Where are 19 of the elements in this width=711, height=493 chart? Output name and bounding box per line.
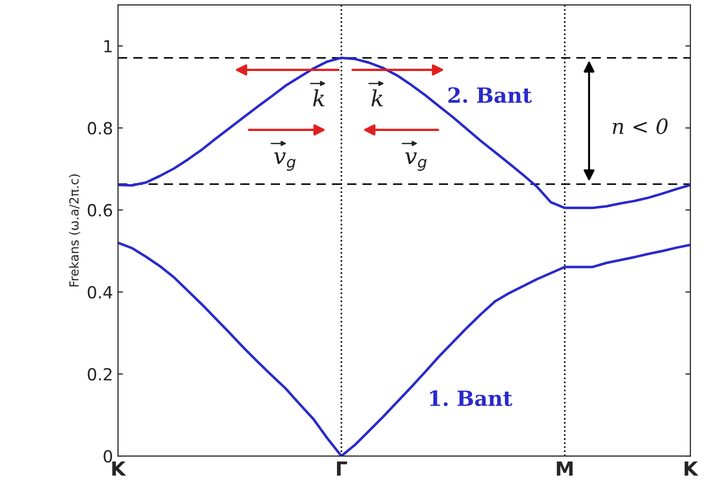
annotation: n < 0 xyxy=(612,118,668,134)
annotation: 2. Bant xyxy=(448,87,532,103)
annotation: k xyxy=(313,89,324,106)
x-tick-label: K xyxy=(112,461,126,476)
y-tick-label: 0.8 xyxy=(88,122,112,135)
x-tick-label: K xyxy=(684,461,699,476)
annotation: v$_{g}$ xyxy=(274,152,296,171)
y-axis-title: Frekans (ω.a/2π.c) xyxy=(69,174,80,286)
x-tick-label: Γ xyxy=(336,461,348,476)
y-tick-label: 1 xyxy=(104,40,112,52)
y-tick-label: 0.4 xyxy=(88,286,112,299)
annotation: 1. Bant xyxy=(430,390,512,406)
annotation: k xyxy=(371,89,383,106)
x-tick-label: M xyxy=(556,461,573,476)
line-series xyxy=(118,56,690,210)
y-tick-label: 0.6 xyxy=(88,204,112,217)
y-tick-label: 0.2 xyxy=(88,368,112,381)
annotation: v$_{g}$ xyxy=(405,152,427,171)
y-tick-label: 0 xyxy=(104,450,112,463)
